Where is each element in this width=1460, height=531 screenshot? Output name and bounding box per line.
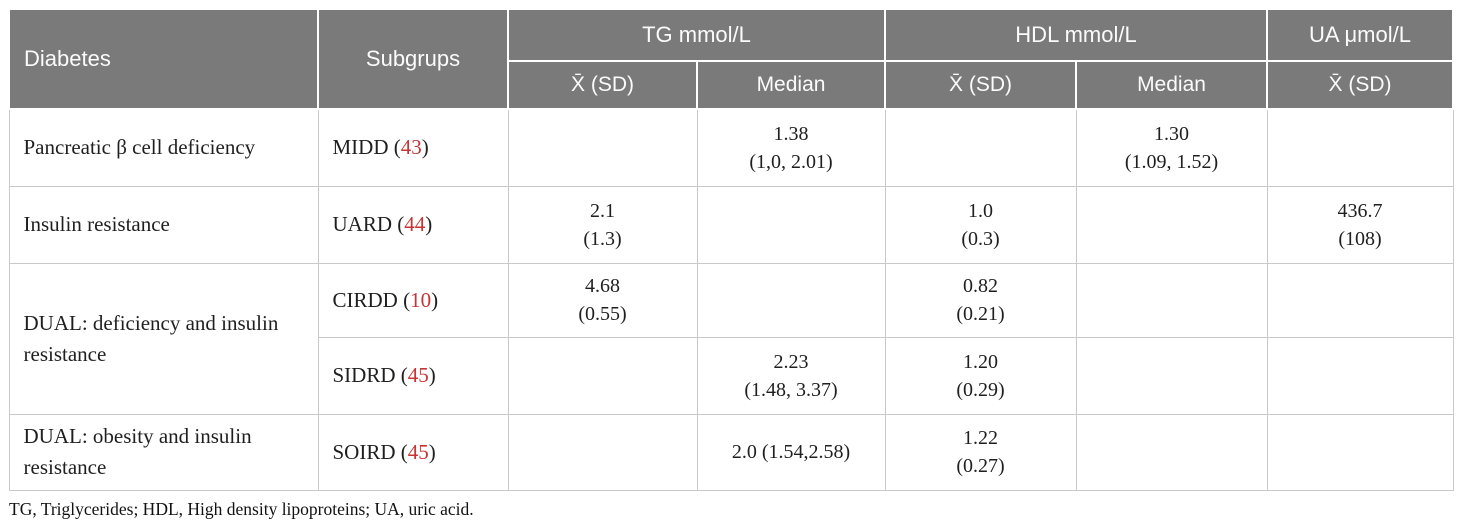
- header-hdl-group: HDL mmol/L: [884, 8, 1269, 62]
- cell-hdl-mean: 1.22 (0.27): [884, 413, 1077, 491]
- table-header: Diabetes Subgrups TG mmol/L HDL mmol/L U…: [8, 8, 1455, 110]
- cell-hdl-mean: 1.0 (0.3): [884, 185, 1077, 264]
- table-footnote: TG, Triglycerides; HDL, High density lip…: [9, 499, 474, 519]
- cell-tg-median: [696, 185, 886, 264]
- value-line: 2.0 (1.54,2.58): [731, 441, 851, 463]
- value-line: 1.30: [1154, 122, 1190, 145]
- value-line: 4.68: [585, 275, 620, 297]
- header-ua-mean: X̄ (SD): [1266, 60, 1455, 110]
- cell-tg-median: 2.23 (1.48, 3.37): [696, 336, 886, 415]
- subgroup-count: 43: [400, 135, 422, 160]
- value-line: 2.1: [590, 199, 615, 222]
- cell-ua-mean: [1266, 262, 1454, 338]
- value-line: 2.23: [773, 350, 809, 373]
- cell-ua-mean: [1266, 336, 1454, 415]
- cell-ua-mean: 436.7 (108): [1266, 185, 1454, 264]
- cell-hdl-mean: 1.20 (0.29): [884, 336, 1077, 415]
- cell-diabetes: Pancreatic β cell deficiency: [8, 108, 319, 187]
- subgroup-count: 10: [410, 287, 432, 312]
- cell-tg-median: 2.0 (1.54,2.58): [696, 413, 886, 491]
- cell-hdl-median: [1075, 185, 1268, 264]
- subgroup-count: 45: [407, 439, 429, 464]
- cell-ua-mean: [1266, 108, 1454, 187]
- cell-tg-mean: [507, 108, 698, 187]
- table-row: DUAL: obesity and insulin resistance SOI…: [8, 413, 1454, 491]
- header-subgroups: Subgrups: [317, 8, 509, 110]
- cell-hdl-median: [1075, 336, 1268, 415]
- value-line: (1.3): [583, 227, 622, 250]
- subgroup-label-close: ): [431, 287, 439, 312]
- cell-tg-mean: [507, 413, 698, 491]
- table-row: DUAL: deficiency and insulin resistance …: [8, 262, 1454, 415]
- value-line: (0.55): [578, 303, 627, 325]
- table-row: Pancreatic β cell deficiency MIDD (43) 1…: [8, 108, 1454, 187]
- cell-hdl-median: 1.30 (1.09, 1.52): [1075, 108, 1268, 187]
- cell-tg-mean: 4.68 (0.55): [507, 262, 698, 338]
- subgroup-count: 44: [404, 212, 426, 236]
- value-line: (0.27): [956, 455, 1005, 477]
- value-line: 436.7: [1337, 199, 1383, 222]
- header-tg-median: Median: [695, 60, 887, 110]
- subgroup-label-close: ): [421, 135, 429, 160]
- cell-diabetes: DUAL: deficiency and insulin resistance: [8, 262, 319, 415]
- table-row: SIDRD (45) 2.23 (1.48, 3.37) 1.20 (0.29): [9, 336, 1454, 415]
- value-line: (1,0, 2.01): [749, 150, 833, 173]
- subgroup-label-close: ): [428, 439, 436, 464]
- lipid-table: Diabetes Subgrups TG mmol/L HDL mmol/L U…: [8, 8, 1455, 491]
- cell-tg-mean: [507, 336, 698, 415]
- value-line: 1.38: [773, 122, 809, 145]
- subgroup-label: UARD (: [332, 212, 405, 236]
- cell-hdl-mean: 0.82 (0.21): [884, 262, 1077, 338]
- value-line: (1.48, 3.37): [744, 378, 838, 401]
- subgroup-label-close: ): [428, 363, 436, 387]
- cell-tg-mean: 2.1 (1.3): [507, 185, 698, 264]
- value-line: (0.3): [961, 227, 1000, 250]
- header-ua-group: UA μmol/L: [1266, 8, 1455, 62]
- cell-diabetes: Insulin resistance: [8, 185, 319, 264]
- subgroup-label-close: ): [425, 212, 433, 236]
- value-line: 1.0: [968, 199, 994, 222]
- cell-tg-median: [696, 262, 886, 338]
- value-line: (0.21): [956, 303, 1005, 325]
- header-sub-row: X̄ (SD) Median X̄ (SD) Median X̄ (SD): [9, 60, 1455, 110]
- subgroup-label: SOIRD (: [332, 439, 408, 464]
- cell-tg-median: 1.38 (1,0, 2.01): [696, 108, 886, 187]
- cell-subgroup: SOIRD (45): [317, 413, 509, 491]
- cell-ua-mean: [1266, 413, 1454, 491]
- subgroup-count: 45: [407, 363, 429, 387]
- cell-subgroup: SIDRD (45): [317, 336, 509, 415]
- value-line: (108): [1338, 227, 1382, 250]
- table-row: Insulin resistance UARD (44) 2.1 (1.3) 1.…: [8, 185, 1454, 264]
- header-diabetes: Diabetes: [8, 8, 319, 110]
- value-line: 1.20: [963, 350, 999, 373]
- table-body: Pancreatic β cell deficiency MIDD (43) 1…: [8, 108, 1454, 491]
- header-tg-group: TG mmol/L: [506, 8, 887, 62]
- cell-hdl-mean: [884, 108, 1077, 187]
- cell-hdl-median: [1075, 413, 1268, 491]
- header-group-row: Diabetes Subgrups TG mmol/L HDL mmol/L U…: [8, 8, 1455, 110]
- cell-subgroup: MIDD (43): [317, 108, 509, 187]
- value-line: (0.29): [956, 378, 1005, 401]
- header-hdl-median: Median: [1075, 60, 1269, 110]
- cell-hdl-median: [1075, 262, 1268, 338]
- subgroup-label: CIRDD (: [332, 287, 411, 312]
- value-line: 1.22: [963, 427, 999, 449]
- cell-subgroup: UARD (44): [317, 185, 509, 264]
- value-line: 0.82: [963, 275, 999, 297]
- cell-diabetes: DUAL: obesity and insulin resistance: [8, 413, 319, 491]
- cell-subgroup: CIRDD (10): [317, 262, 509, 338]
- header-tg-mean: X̄ (SD): [507, 60, 698, 110]
- header-hdl-mean: X̄ (SD): [884, 60, 1078, 110]
- value-line: (1.09, 1.52): [1124, 150, 1219, 173]
- subgroup-label: SIDRD (: [332, 363, 408, 387]
- subgroup-label: MIDD (: [332, 135, 401, 160]
